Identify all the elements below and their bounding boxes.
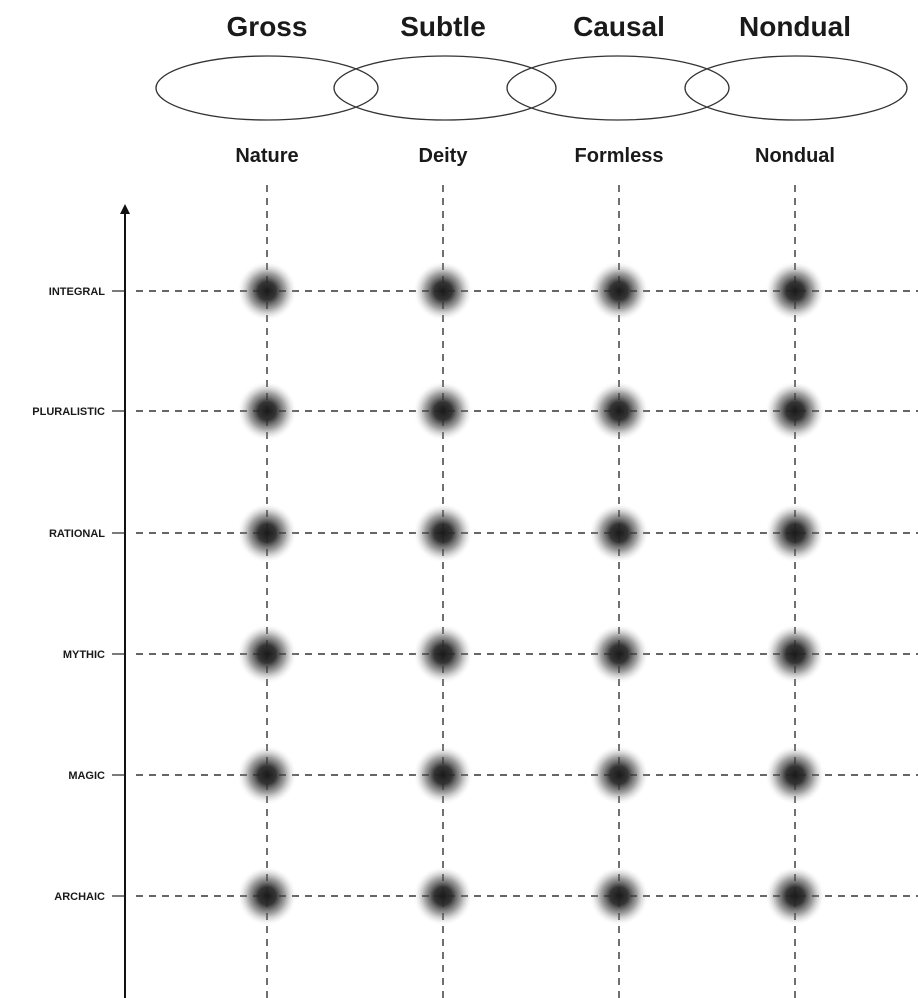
- blob-pluralistic-subtle: [413, 381, 473, 441]
- blob-mythic-causal: [589, 624, 649, 684]
- level-label-archaic: ARCHAIC: [54, 891, 105, 903]
- state-title-subtle: Subtle: [400, 11, 486, 42]
- state-ellipses: [155, 55, 908, 121]
- ellipse-causal: [506, 55, 730, 121]
- state-subtitle-deity: Deity: [419, 145, 469, 167]
- blob-integral-nondual: [765, 261, 825, 321]
- blob-magic-nondual: [765, 745, 825, 805]
- state-title-nondual: Nondual: [739, 11, 851, 42]
- blob-magic-causal: [589, 745, 649, 805]
- blob-archaic-nondual: [765, 866, 825, 926]
- ellipse-gross: [155, 55, 379, 121]
- state-subtitle-nondual: Nondual: [755, 145, 835, 167]
- blob-magic-subtle: [413, 745, 473, 805]
- state-subtitle-nature: Nature: [235, 145, 298, 167]
- blob-pluralistic-gross: [237, 381, 297, 441]
- blob-rational-subtle: [413, 503, 473, 563]
- state-title-gross: Gross: [227, 11, 308, 42]
- blob-pluralistic-causal: [589, 381, 649, 441]
- blob-mythic-gross: [237, 624, 297, 684]
- vertical-gridlines: [266, 185, 796, 998]
- blob-integral-gross: [237, 261, 297, 321]
- level-label-magic: MAGIC: [68, 770, 105, 782]
- blob-archaic-causal: [589, 866, 649, 926]
- blob-archaic-subtle: [413, 866, 473, 926]
- blob-rational-gross: [237, 503, 297, 563]
- blob-rational-nondual: [765, 503, 825, 563]
- blob-archaic-gross: [237, 866, 297, 926]
- blob-mythic-nondual: [765, 624, 825, 684]
- level-label-integral: INTEGRAL: [49, 286, 106, 298]
- ellipse-subtle: [333, 55, 557, 121]
- level-label-rational: RATIONAL: [49, 528, 105, 540]
- blob-rational-causal: [589, 503, 649, 563]
- blob-integral-causal: [589, 261, 649, 321]
- state-title-causal: Causal: [573, 11, 665, 42]
- blob-mythic-subtle: [413, 624, 473, 684]
- blob-integral-subtle: [413, 261, 473, 321]
- level-label-mythic: MYTHIC: [63, 649, 105, 661]
- level-label-pluralistic: PLURALISTIC: [32, 406, 105, 418]
- intersection-blobs: [237, 261, 825, 926]
- ellipse-nondual: [684, 55, 908, 121]
- state-subtitle-formless: Formless: [575, 145, 664, 167]
- level-ticks: [112, 290, 125, 897]
- blob-pluralistic-nondual: [765, 381, 825, 441]
- blob-magic-gross: [237, 745, 297, 805]
